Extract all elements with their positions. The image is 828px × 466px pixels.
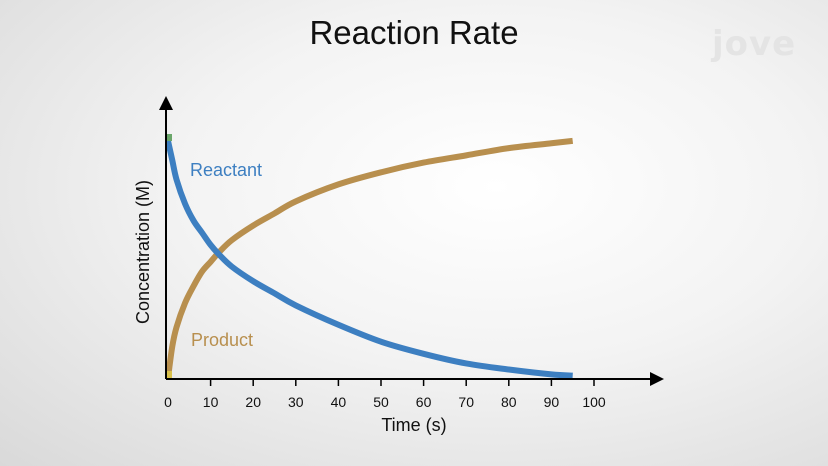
x-tick-label: 100 bbox=[582, 394, 606, 410]
x-tick-label: 60 bbox=[416, 394, 432, 410]
x-tick-label: 40 bbox=[331, 394, 347, 410]
x-tick-label: 0 bbox=[164, 394, 172, 410]
chart-title: Reaction Rate bbox=[309, 14, 519, 51]
product-start-cap bbox=[166, 371, 172, 378]
series-label-reactant: Reactant bbox=[190, 160, 262, 180]
x-tick-label: 20 bbox=[245, 394, 261, 410]
x-axis-arrow bbox=[650, 372, 664, 386]
y-axis-arrow bbox=[159, 96, 173, 110]
series-label-product: Product bbox=[191, 330, 253, 350]
x-tick-label: 70 bbox=[458, 394, 474, 410]
series-line-reactant bbox=[165, 140, 573, 379]
x-tick-label: 10 bbox=[203, 394, 219, 410]
series-line-product bbox=[165, 137, 574, 379]
x-tick-label: 50 bbox=[373, 394, 389, 410]
x-axis-label: Time (s) bbox=[381, 415, 446, 435]
jove-logo: jove bbox=[712, 24, 797, 64]
y-axis-label: Concentration (M) bbox=[133, 180, 153, 324]
reactant-start-cap bbox=[166, 134, 172, 141]
x-tick-label: 80 bbox=[501, 394, 517, 410]
x-tick-label: 90 bbox=[544, 394, 560, 410]
x-tick-label: 30 bbox=[288, 394, 304, 410]
